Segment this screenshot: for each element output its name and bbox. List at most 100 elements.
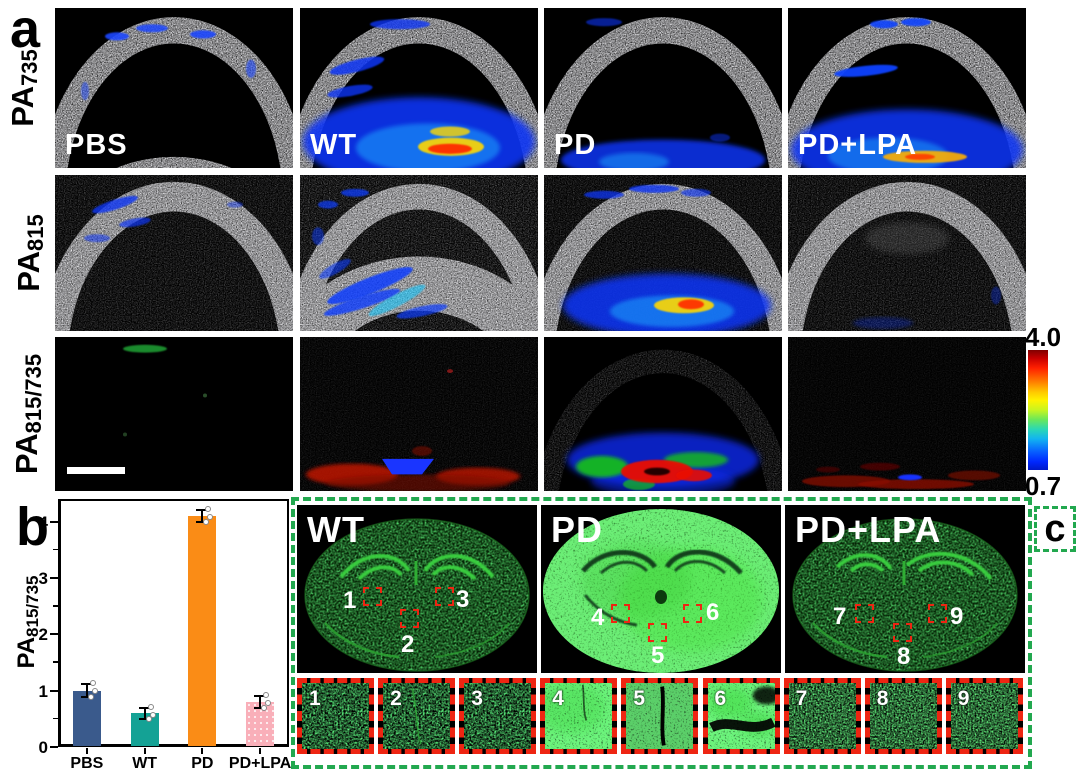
row-label-base: PA (8, 433, 44, 475)
data-point-dot (89, 679, 96, 686)
roi-box-7 (855, 604, 874, 623)
y-minor-tick (53, 717, 58, 720)
roi-box-3 (435, 587, 454, 606)
scale-bar (67, 467, 125, 474)
pa-image-pa815-pd-lpa (788, 175, 1026, 331)
roi-number: 8 (897, 643, 911, 670)
brain-section-label: PD (551, 509, 604, 550)
roi-box-5 (648, 623, 667, 642)
image-group-label: WT (310, 129, 358, 161)
y-minor-tick (53, 605, 58, 607)
zoom-inset-1: 1 (297, 678, 374, 754)
y-major-tick (50, 633, 58, 636)
x-tick (201, 748, 204, 754)
error-bar-line (201, 510, 204, 522)
zoom-inset-6: 6 (702, 678, 780, 754)
x-category-label: WT (132, 755, 158, 772)
zoom-inset-8: 8 (864, 678, 942, 754)
roi-number: 3 (456, 586, 470, 613)
x-category-label: PD+LPA (228, 755, 292, 772)
brain-section-pd: PD 4 5 6 (541, 505, 781, 673)
error-bar-cap-top (254, 695, 267, 698)
inset-number: 1 (309, 687, 321, 710)
error-bar-line (85, 683, 88, 698)
error-bar-cap-top (138, 706, 151, 709)
inset-number: 7 (795, 687, 808, 710)
roi-box-2 (400, 609, 419, 628)
inset-number: 3 (471, 687, 483, 710)
y-tick-label: 1 (38, 681, 48, 701)
y-axis-label: PA815/735 (13, 575, 43, 668)
roi-box-6 (683, 604, 702, 623)
row-label-sub: 815/735 (21, 353, 47, 434)
brain-section-label: PD+LPA (795, 509, 942, 550)
pa-image-pa735-wt: WT (300, 8, 538, 168)
y-major-tick (50, 520, 58, 523)
row-label-sub: 815 (23, 214, 49, 251)
inset-number: 4 (552, 687, 564, 710)
error-bar-cap-top (80, 682, 93, 685)
zoom-inset-7: 7 (783, 678, 861, 754)
y-minor-tick (53, 661, 58, 664)
inset-number: 5 (633, 687, 646, 710)
bar-pd (188, 515, 217, 746)
zoom-inset-2: 2 (378, 678, 456, 754)
panel-c-label: c (1044, 508, 1066, 550)
error-bar-cap-top (196, 509, 209, 512)
data-point-dot (87, 694, 94, 701)
y-major-tick (50, 689, 58, 692)
row-label-pa-815: PA815 (11, 214, 49, 291)
data-point-dot (91, 687, 98, 694)
error-bar-line (259, 696, 262, 708)
x-tick (85, 748, 88, 754)
bar-pd-lpa (246, 701, 275, 746)
row-label-sub: 735 (17, 49, 43, 86)
x-tick (259, 748, 262, 754)
x-category-label: PBS (70, 755, 104, 772)
data-point-dot (263, 692, 270, 699)
zoom-inset-5: 5 (621, 678, 699, 754)
pa-image-pa735-pd-lpa: PD+LPA (788, 8, 1026, 168)
zoom-inset-9: 9 (945, 678, 1023, 754)
image-group-label: PD+LPA (798, 129, 918, 161)
roi-box-8 (893, 623, 912, 642)
y-minor-tick (53, 548, 58, 551)
brain-section-wt: WT 1 2 3 (297, 505, 537, 673)
data-point-dot (265, 700, 272, 707)
roi-box-9 (928, 604, 947, 623)
brain-section-lpa: PD+LPA 7 8 9 (785, 505, 1025, 673)
panel-a-label: a (10, 0, 41, 59)
pa-image-pa735-pd: PD (544, 8, 782, 168)
roi-number: 7 (833, 603, 847, 630)
inset-number: 2 (390, 687, 402, 710)
pa-image-pa815-pbs (55, 175, 293, 331)
inset-number: 6 (714, 687, 727, 710)
row-label-base: PA (4, 85, 40, 127)
data-point-dot (261, 704, 268, 711)
row-label-base: PA (10, 250, 46, 292)
x-tick (143, 748, 146, 754)
pa-image-pa815-pd (544, 175, 782, 331)
y-tick-label: 4 (38, 512, 48, 532)
x-category-label: PD (191, 755, 214, 772)
data-point-dot (149, 711, 156, 718)
error-bar-line (143, 707, 146, 719)
y-tick-label: 3 (38, 568, 48, 588)
data-point-dot (203, 518, 210, 525)
pa-image-pa815-wt (300, 175, 538, 331)
data-point-dot (207, 514, 214, 521)
image-group-label: PBS (65, 129, 128, 161)
roi-number: 4 (591, 604, 605, 631)
zoom-inset-3: 3 (459, 678, 537, 754)
roi-number: 5 (651, 642, 665, 669)
bar-pbs (72, 690, 101, 746)
data-point-dot (147, 703, 154, 710)
colorbar-min-label: 0.7 (1024, 471, 1062, 501)
image-group-label: PD (554, 129, 597, 161)
roi-box-1 (363, 587, 382, 606)
pa-image-pa815-735-wt (300, 337, 538, 491)
roi-box-4 (611, 604, 630, 623)
pa-image-pa735-pbs: PBS (55, 8, 293, 168)
row-label-pa-815-735: PA815/735 (9, 354, 47, 474)
